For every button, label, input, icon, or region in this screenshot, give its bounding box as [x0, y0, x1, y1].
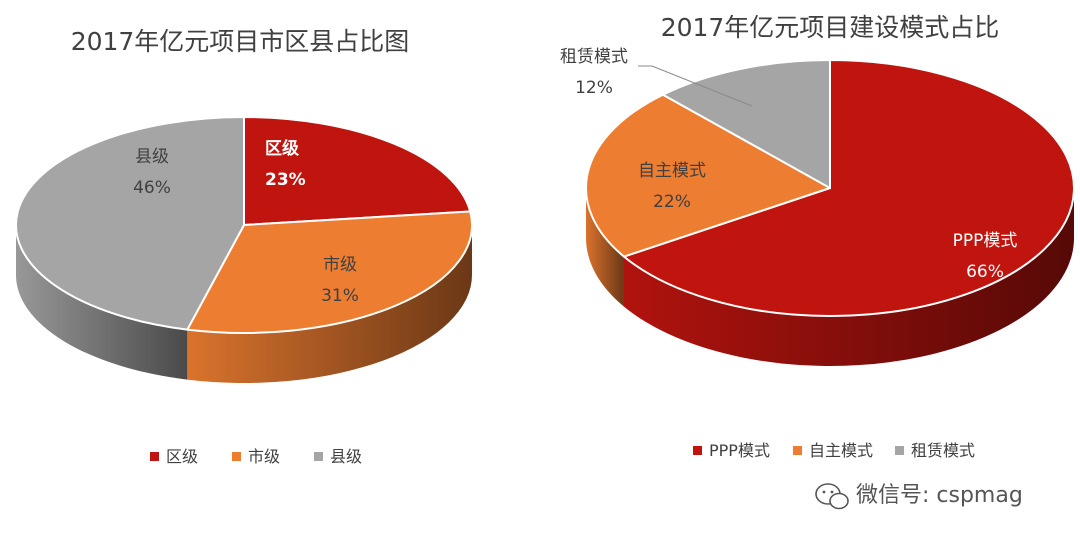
legend-1-swatch-0: [693, 446, 702, 455]
pie-1-slice-1: [585, 93, 831, 258]
chart-right: 2017年亿元项目建设模式占比 PPP模式 66% 自主模式 22% 租赁模式 12% P…: [560, 13, 1075, 460]
chart-left-pie: 区级 23% 市级 31% 县级 46%: [15, 116, 473, 384]
pie-0-label-value-2: 46%: [133, 178, 171, 198]
pie-1-slice-0: [622, 59, 1075, 317]
pie-0-label-value-1: 31%: [321, 286, 359, 306]
pie-1-label-name-1: 自主模式: [638, 161, 706, 181]
wechat-icon: [815, 483, 849, 510]
legend-0-label-0: 区级: [166, 447, 198, 466]
legend-1-label-2: 租赁模式: [911, 441, 975, 460]
pie-0-slice-1: [186, 210, 473, 334]
pie-1-label-value-0: 66%: [966, 262, 1004, 282]
pie-0-side-2: [16, 225, 188, 380]
legend-0-swatch-0: [150, 452, 159, 461]
pie-1-label-name-2: 租赁模式: [560, 47, 628, 67]
pie-0-label-name-2: 县级: [135, 147, 169, 167]
pie-0-slice-2: [15, 116, 245, 331]
legend-1-label-0: PPP模式: [709, 441, 770, 460]
pie-0-label-name-0: 区级: [265, 138, 299, 159]
pie-1-side-0: [623, 188, 1074, 366]
legend-1-swatch-1: [793, 446, 802, 455]
legend-1-label-1: 自主模式: [809, 441, 873, 460]
pie-1-label-name-0: PPP模式: [953, 231, 1018, 251]
pie-0-label-value-0: 23%: [265, 170, 306, 190]
chart-right-pie: PPP模式 66% 自主模式 22% 租赁模式 12%: [560, 47, 1075, 366]
chart-left-title: 2017年亿元项目市区县占比图: [71, 27, 410, 56]
pie-0-label-name-1: 市级: [323, 255, 357, 275]
pie-1-label-value-2: 12%: [575, 78, 613, 98]
pie-0-side-1: [187, 225, 472, 384]
watermark: 微信号: cspmag: [815, 483, 1023, 510]
legend-1-swatch-2: [895, 446, 904, 455]
legend-0-swatch-2: [314, 452, 323, 461]
chart-right-legend: PPP模式 自主模式 租赁模式: [693, 441, 975, 460]
watermark-text: 微信号: cspmag: [856, 483, 1023, 508]
legend-0-label-1: 市级: [248, 447, 280, 466]
legend-0-swatch-1: [232, 452, 241, 461]
chart-left-legend: 区级 市级 县级: [150, 447, 362, 466]
pie-1-label-value-1: 22%: [653, 192, 691, 212]
legend-0-label-2: 县级: [330, 447, 362, 466]
pie-1-side-1: [586, 188, 624, 307]
pie-0-slice-0: [243, 116, 472, 226]
pie-1-leader-line-2: [638, 65, 753, 107]
chart-right-title: 2017年亿元项目建设模式占比: [661, 13, 1000, 42]
pie-1-slice-2: [661, 59, 831, 189]
